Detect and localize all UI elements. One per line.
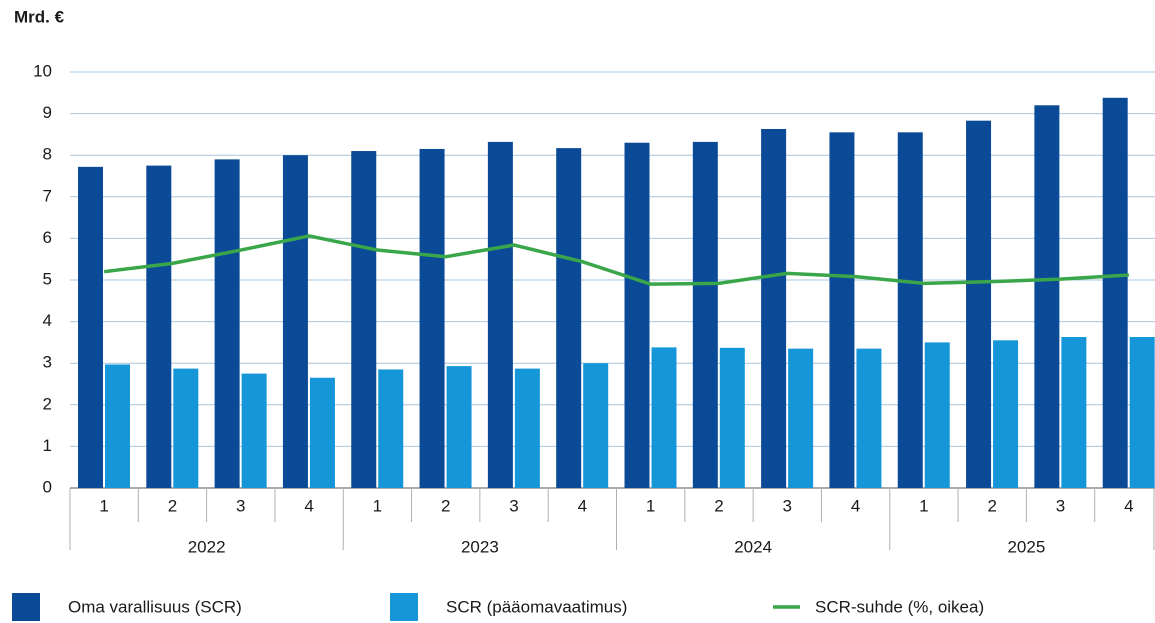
y-tick-label: 7	[43, 186, 52, 205]
x-tick-label: 2	[714, 496, 723, 515]
x-group-label: 2023	[461, 537, 499, 556]
x-tick-label: 1	[99, 496, 108, 515]
bar	[146, 165, 172, 488]
bar	[897, 132, 923, 488]
bar	[788, 348, 814, 488]
x-tick-label: 1	[373, 496, 382, 515]
bar	[1061, 336, 1087, 488]
bar	[446, 366, 472, 488]
x-tick-label: 3	[783, 496, 792, 515]
x-tick-label: 4	[304, 496, 313, 515]
y-tick-label: 6	[43, 228, 52, 247]
bar	[419, 148, 445, 488]
bar	[624, 142, 650, 488]
bar	[583, 363, 609, 488]
bar	[761, 128, 787, 488]
y-tick-label: 4	[43, 311, 52, 330]
bar	[993, 340, 1019, 488]
y-tick-label: 0	[43, 477, 52, 496]
x-group-label: 2022	[188, 537, 226, 556]
bar	[1129, 336, 1155, 488]
bar	[829, 132, 855, 488]
y-tick-label: 3	[43, 353, 52, 372]
legend-swatch	[390, 593, 418, 621]
y-tick-label: 2	[43, 394, 52, 413]
x-tick-label: 1	[646, 496, 655, 515]
x-tick-label: 2	[441, 496, 450, 515]
legend-label: SCR (pääomavaatimus)	[446, 597, 627, 616]
bar	[1034, 105, 1060, 488]
bar	[966, 120, 992, 488]
y-tick-label: 5	[43, 269, 52, 288]
bar	[1102, 97, 1128, 489]
bar	[78, 166, 103, 488]
bar	[214, 159, 240, 489]
legend-swatch	[12, 593, 40, 621]
bar	[282, 155, 308, 488]
x-group-label: 2025	[1007, 537, 1045, 556]
x-tick-label: 2	[987, 496, 996, 515]
y-tick-label: 10	[33, 61, 52, 80]
x-tick-label: 3	[509, 496, 518, 515]
x-tick-label: 1	[919, 496, 928, 515]
x-group-label: 2024	[734, 537, 772, 556]
bar	[309, 377, 335, 488]
bar	[378, 369, 404, 488]
x-tick-label: 4	[1124, 496, 1133, 515]
bar	[173, 368, 199, 488]
bar	[487, 141, 513, 488]
x-tick-label: 4	[578, 496, 587, 515]
bar	[241, 373, 267, 488]
y-axis-label: Mrd. €	[14, 7, 65, 26]
x-tick-label: 2	[168, 496, 177, 515]
legend-label: Oma varallisuus (SCR)	[68, 597, 242, 616]
bar	[719, 347, 745, 488]
y-tick-label: 1	[43, 436, 52, 455]
bar	[692, 141, 718, 488]
bar	[651, 347, 677, 488]
x-tick-label: 3	[236, 496, 245, 515]
bar	[556, 148, 582, 489]
bar	[105, 364, 130, 488]
bar	[514, 368, 540, 488]
x-tick-label: 3	[1056, 496, 1065, 515]
bar	[856, 348, 882, 488]
line-series	[103, 234, 1129, 286]
legend-label: SCR-suhde (%, oikea)	[815, 597, 984, 616]
x-tick-label: 4	[851, 496, 860, 515]
y-tick-label: 8	[43, 145, 52, 164]
y-tick-label: 9	[43, 103, 52, 122]
bar	[351, 151, 377, 489]
bar	[924, 342, 950, 488]
